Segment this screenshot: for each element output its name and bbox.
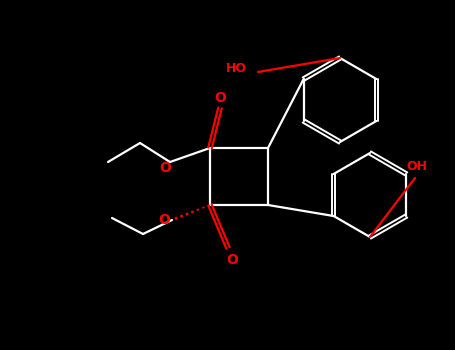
Text: O: O — [214, 91, 226, 105]
Text: OH: OH — [406, 160, 428, 173]
Text: O: O — [159, 161, 171, 175]
Text: O: O — [226, 253, 238, 267]
Text: HO: HO — [226, 62, 247, 75]
Text: O: O — [158, 213, 170, 227]
